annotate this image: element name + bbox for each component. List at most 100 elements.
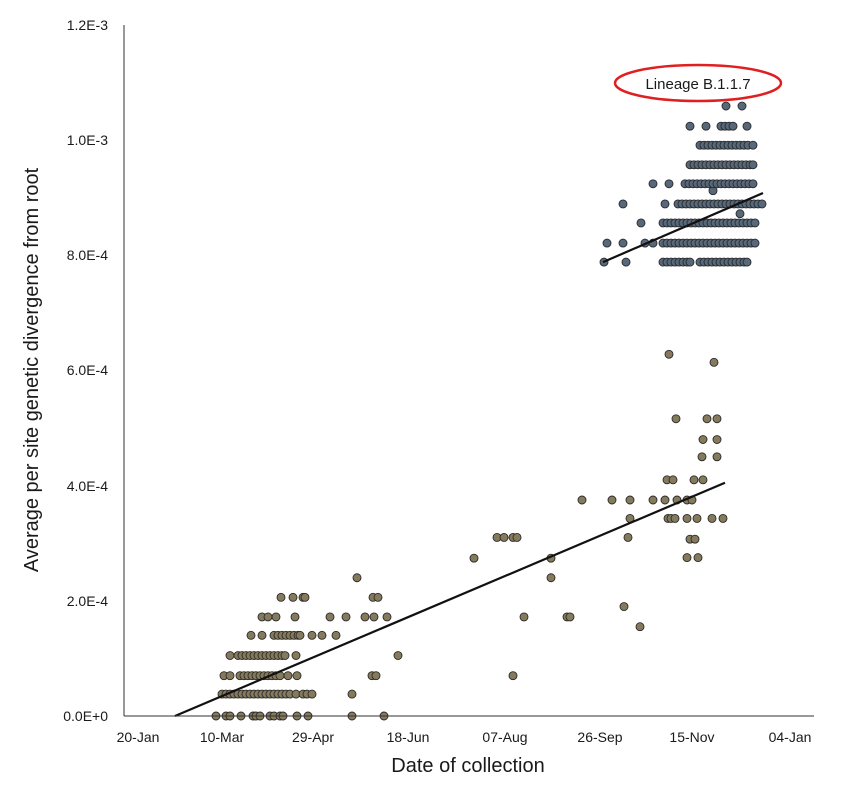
x-tick-label: 29-Apr bbox=[292, 729, 334, 745]
data-point bbox=[317, 630, 327, 640]
data-point bbox=[648, 179, 658, 189]
data-point bbox=[382, 612, 392, 622]
data-point bbox=[602, 238, 612, 248]
data-point bbox=[619, 602, 629, 612]
data-point bbox=[288, 592, 298, 602]
data-point bbox=[341, 612, 351, 622]
x-tick-label: 15-Nov bbox=[669, 729, 714, 745]
y-tick-label: 8.0E-4 bbox=[67, 247, 108, 263]
data-point bbox=[750, 238, 760, 248]
data-point bbox=[748, 140, 758, 150]
x-axis-title: Date of collection bbox=[391, 755, 544, 777]
data-point bbox=[664, 349, 674, 359]
y-tick-label: 4.0E-4 bbox=[67, 478, 108, 494]
data-point bbox=[728, 121, 738, 131]
data-point bbox=[271, 612, 281, 622]
data-point bbox=[300, 592, 310, 602]
data-point bbox=[648, 495, 658, 505]
data-point bbox=[757, 199, 767, 209]
data-point bbox=[742, 257, 752, 267]
data-point bbox=[690, 534, 700, 544]
data-point bbox=[621, 257, 631, 267]
data-point bbox=[519, 612, 529, 622]
data-point bbox=[618, 238, 628, 248]
trendline bbox=[602, 191, 764, 264]
data-point bbox=[701, 121, 711, 131]
data-point bbox=[292, 671, 302, 681]
data-point bbox=[721, 101, 731, 111]
data-point bbox=[748, 160, 758, 170]
data-point bbox=[508, 671, 518, 681]
data-point bbox=[283, 671, 293, 681]
y-axis-ticks: 0.0E+0 2.0E-4 4.0E-4 6.0E-4 8.0E-4 1.0E-3 1.2E… bbox=[63, 17, 108, 724]
data-point bbox=[290, 612, 300, 622]
x-tick-label: 04-Jan bbox=[769, 729, 812, 745]
data-point bbox=[750, 218, 760, 228]
data-point bbox=[712, 452, 722, 462]
data-point bbox=[565, 612, 575, 622]
data-point bbox=[469, 553, 479, 563]
data-point bbox=[709, 357, 719, 367]
data-point bbox=[512, 532, 522, 542]
x-tick-label: 18-Jun bbox=[387, 729, 430, 745]
x-tick-label: 26-Sep bbox=[577, 729, 622, 745]
data-point bbox=[352, 573, 362, 583]
data-point bbox=[660, 495, 670, 505]
trendline bbox=[174, 481, 726, 718]
data-point bbox=[607, 495, 617, 505]
data-point bbox=[737, 101, 747, 111]
y-tick-label: 2.0E-4 bbox=[67, 593, 108, 609]
data-point bbox=[698, 475, 708, 485]
x-tick-label: 07-Aug bbox=[482, 729, 527, 745]
data-point bbox=[347, 689, 357, 699]
y-tick-label: 6.0E-4 bbox=[67, 362, 108, 378]
data-point bbox=[712, 435, 722, 444]
y-tick-label: 1.2E-3 bbox=[67, 17, 108, 33]
data-point bbox=[499, 532, 509, 542]
y-tick-label: 0.0E+0 bbox=[63, 708, 108, 724]
lineage-annotation: Lineage B.1.1.7 bbox=[613, 63, 783, 103]
data-point bbox=[625, 495, 635, 505]
data-point bbox=[748, 179, 758, 189]
data-point bbox=[280, 651, 290, 660]
x-tick-label: 10-Mar bbox=[200, 729, 245, 745]
data-point bbox=[577, 495, 587, 505]
data-point bbox=[369, 612, 379, 622]
data-point bbox=[635, 622, 645, 632]
data-point bbox=[712, 414, 722, 424]
data-point bbox=[371, 671, 381, 681]
data-point bbox=[742, 121, 752, 131]
data-point bbox=[698, 435, 708, 444]
data-point bbox=[393, 651, 403, 660]
data-point bbox=[660, 199, 670, 209]
data-point bbox=[257, 630, 267, 640]
data-point bbox=[636, 218, 646, 228]
data-point bbox=[668, 475, 678, 485]
data-point bbox=[225, 651, 235, 660]
data-point bbox=[735, 209, 745, 219]
data-point bbox=[693, 553, 703, 563]
x-axis-ticks: 20-Jan 10-Mar 29-Apr 18-Jun 07-Aug 26-Sep 15-N… bbox=[117, 729, 812, 745]
data-points bbox=[211, 101, 767, 721]
y-tick-label: 1.0E-3 bbox=[67, 132, 108, 148]
data-point bbox=[307, 689, 317, 699]
data-point bbox=[707, 513, 717, 523]
data-point bbox=[325, 612, 335, 622]
data-point bbox=[618, 199, 628, 209]
data-point bbox=[692, 513, 702, 523]
data-point bbox=[225, 671, 235, 681]
data-point bbox=[664, 179, 674, 189]
data-point bbox=[685, 121, 695, 131]
data-point bbox=[331, 630, 341, 640]
data-point bbox=[276, 592, 286, 602]
annotation-ring bbox=[613, 63, 783, 103]
data-point bbox=[682, 553, 692, 563]
data-point bbox=[246, 630, 256, 640]
data-point bbox=[718, 513, 728, 523]
data-point bbox=[373, 592, 383, 602]
y-axis-title: Average per site genetic divergence from… bbox=[21, 167, 43, 572]
data-point bbox=[291, 651, 301, 660]
data-point bbox=[295, 630, 305, 640]
data-point bbox=[263, 612, 273, 622]
